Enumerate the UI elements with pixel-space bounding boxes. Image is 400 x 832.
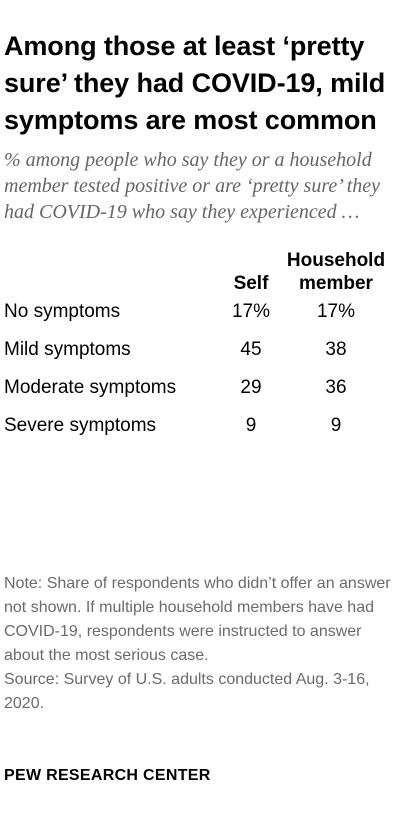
value-household-member: 17% [316, 301, 356, 322]
column-header-household-member: Household member [286, 250, 386, 294]
chart-title: Among those at least ‘pretty sure’ they … [4, 31, 386, 135]
value-self: 45 [240, 339, 262, 360]
table-row: Moderate symptoms 29 36 [4, 370, 396, 406]
chart-subtitle: % among people who say they or a househo… [4, 149, 381, 223]
source-text: Source: Survey of U.S. adults conducted … [4, 671, 370, 712]
table-row: Mild symptoms 45 38 [4, 332, 396, 368]
value-self: 17% [231, 301, 271, 322]
value-household-member: 38 [325, 339, 347, 360]
note-text: Note: Share of respondents who didn’t of… [4, 575, 391, 664]
value-household-member: 36 [325, 377, 347, 398]
table-row: No symptoms 17% 17% [4, 294, 396, 330]
table-row: Severe symptoms 9 9 [4, 408, 396, 444]
chart-frame: Among those at least ‘pretty sure’ they … [4, 0, 396, 448]
brand-footer: PEW RESEARCH CENTER [4, 767, 211, 784]
row-label: No symptoms [4, 301, 121, 322]
value-household-member: 9 [330, 415, 342, 436]
row-label: Moderate symptoms [4, 377, 177, 398]
column-header-self: Self [233, 273, 269, 294]
value-self: 9 [245, 415, 257, 436]
row-label: Mild symptoms [4, 339, 131, 360]
value-self: 29 [240, 377, 262, 398]
notes-block: Note: Share of respondents who didn’t of… [4, 572, 396, 716]
row-label: Severe symptoms [4, 415, 157, 436]
data-table: Self Household member No symptoms 17% 17% M… [4, 248, 396, 448]
